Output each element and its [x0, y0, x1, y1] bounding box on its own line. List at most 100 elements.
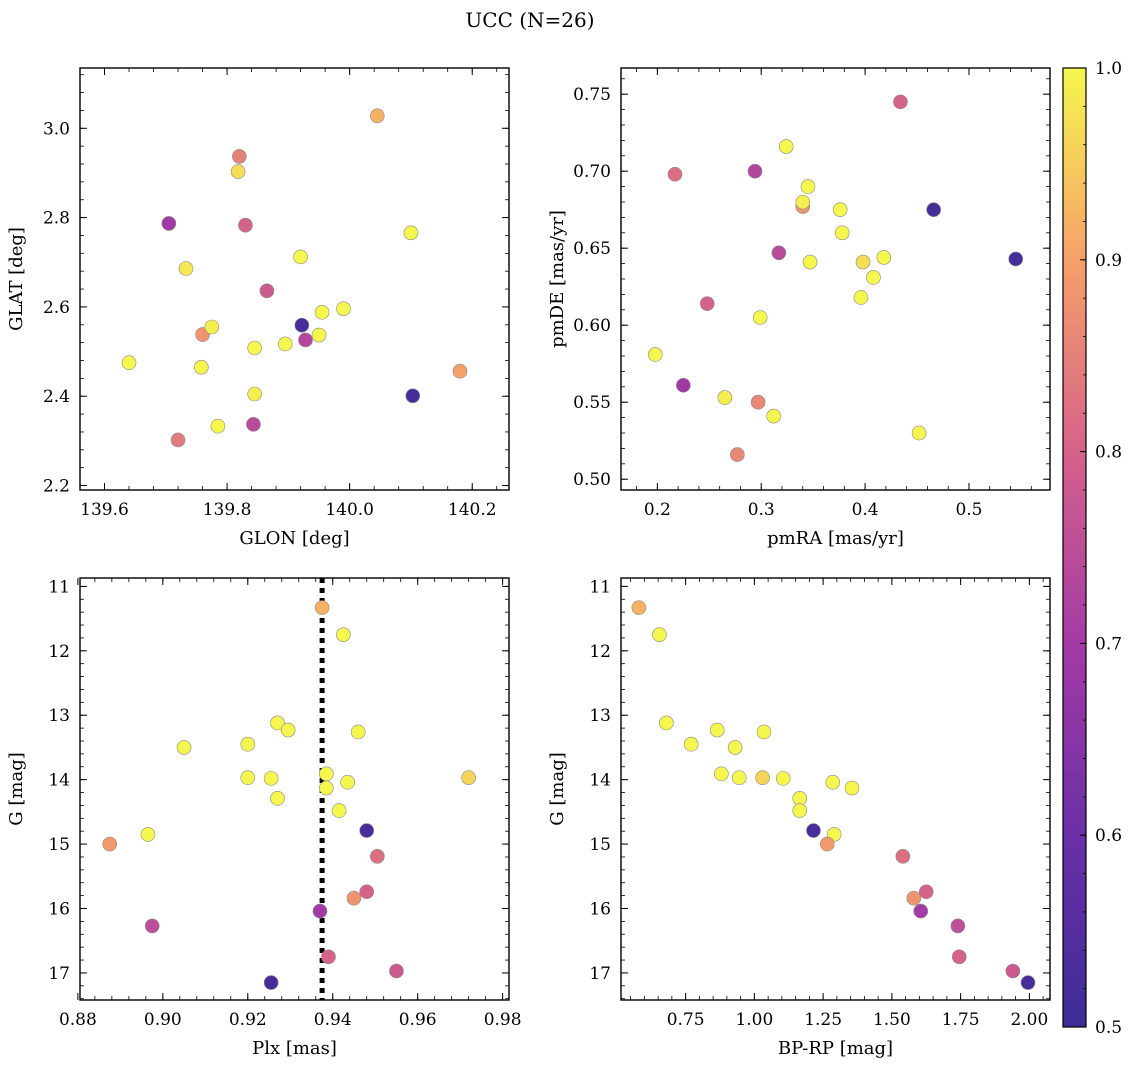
scatter-point — [340, 774, 355, 790]
colorbar-gradient — [1062, 67, 1087, 1028]
y-tick-label: 3.0 — [43, 119, 70, 139]
scatter-point — [263, 975, 279, 990]
scatter-point — [1020, 975, 1036, 990]
scatter-point — [321, 949, 336, 965]
scatter-panel: 0.75 1.00 1.25 1.50 1.75 2.00 11 12 13 14 15 16 17 BP… — [547, 577, 1051, 1059]
y-tick-label: 2.6 — [43, 298, 70, 318]
x-tick-label: 1.50 — [873, 1010, 911, 1030]
y-tick-label: 12 — [48, 642, 70, 662]
axes-frame — [620, 577, 1051, 1001]
scatter-point — [246, 417, 261, 432]
scatter-point — [403, 225, 419, 241]
scatter-point — [161, 216, 177, 231]
scatter-point — [676, 377, 691, 393]
scatter-point — [319, 766, 334, 782]
scatter-point — [178, 261, 194, 276]
scatter-point — [389, 963, 404, 979]
scatter-point — [853, 290, 869, 305]
scatter-point — [800, 179, 816, 194]
scatter-point — [709, 722, 725, 738]
scatter-point — [652, 627, 667, 642]
scatter-point — [771, 245, 787, 261]
scatter-point — [855, 254, 871, 270]
scatter-point — [1005, 963, 1021, 979]
scatter-point — [369, 108, 385, 124]
scatter-point — [795, 194, 811, 210]
scatter-point — [683, 736, 699, 752]
scatter-point — [778, 139, 794, 154]
y-tick-label: 0.65 — [573, 239, 611, 259]
scatter-point — [802, 254, 818, 270]
x-axis-label: GLON [deg] — [239, 528, 349, 549]
y-tick-label: 0.60 — [573, 316, 611, 336]
scatter-point — [230, 164, 246, 179]
scatter-point — [359, 884, 375, 900]
scatter-point — [913, 903, 929, 919]
colorbar: 0.5 0.6 0.7 0.8 0.9 1.0 — [1062, 59, 1122, 1038]
scatter-panel: 0.88 0.90 0.92 0.94 0.96 0.98 11 12 13 14 15 16 17 Pl… — [6, 577, 522, 1059]
scatter-point — [240, 736, 256, 752]
scatter-point — [819, 836, 835, 852]
x-tick-label: 0.88 — [59, 1010, 97, 1030]
scatter-point — [280, 722, 296, 738]
x-tick-label: 0.75 — [667, 1010, 705, 1030]
scatter-point — [750, 394, 766, 410]
scatter-point — [647, 347, 663, 362]
scatter-point — [918, 884, 934, 900]
x-tick-label: 140.0 — [325, 500, 374, 520]
x-axis-label: BP-RP [mag] — [778, 1038, 893, 1059]
scatter-point — [825, 774, 841, 790]
y-tick-label: 15 — [48, 835, 70, 855]
scatter-point — [756, 724, 772, 740]
x-tick-label: 0.92 — [229, 1010, 267, 1030]
y-tick-label: 16 — [48, 900, 70, 920]
x-tick-label: 0.96 — [399, 1010, 437, 1030]
scatter-point — [717, 390, 733, 405]
scatter-point — [461, 770, 476, 786]
scatter-point — [1008, 251, 1024, 267]
x-tick-label: 140.2 — [448, 500, 497, 520]
x-tick-label: 0.90 — [144, 1010, 182, 1030]
scatter-point — [238, 217, 253, 233]
scatter-point — [336, 301, 351, 316]
scatter-point — [792, 791, 808, 806]
scatter-point — [121, 355, 137, 371]
x-tick-label: 0.98 — [484, 1010, 522, 1030]
scatter-point — [452, 363, 468, 379]
scatter-point — [659, 715, 674, 731]
scatter-point — [312, 903, 328, 919]
x-tick-label: 2.00 — [1010, 1010, 1048, 1030]
scatter-panel: 0.2 0.3 0.4 0.5 0.50 0.55 0.60 0.65 0.70 0.75 pmRA… — [547, 67, 1051, 549]
scatter-point — [631, 600, 647, 615]
x-tick-label: 1.75 — [942, 1010, 980, 1030]
scatter-point — [844, 780, 860, 796]
axes-frame — [79, 577, 510, 1001]
scatter-point — [727, 740, 743, 755]
scatter-panel: 139.6 139.8 140.0 140.2 2.2 2.4 2.6 2.8 3.0 GLON … — [6, 67, 510, 549]
scatter-point — [876, 250, 892, 265]
y-tick-label: 16 — [589, 900, 611, 920]
y-tick-label: 2.8 — [43, 209, 70, 229]
y-tick-label: 14 — [589, 771, 611, 791]
x-tick-label: 0.4 — [852, 500, 879, 520]
scatter-point — [350, 724, 366, 740]
figure-title: UCC (N=26) — [465, 8, 594, 32]
scatter-point — [906, 890, 922, 906]
y-tick-label: 17 — [589, 964, 611, 984]
scatter-point — [263, 771, 279, 786]
y-tick-label: 15 — [589, 835, 611, 855]
scatter-point — [775, 771, 791, 786]
y-tick-label: 0.75 — [573, 85, 611, 105]
scatter-point — [102, 836, 118, 852]
y-tick-label: 14 — [48, 771, 70, 791]
scatter-point — [926, 202, 941, 217]
scatter-point — [950, 918, 966, 934]
scatter-point — [247, 340, 262, 356]
scatter-point — [405, 388, 421, 404]
scatter-point — [259, 283, 275, 299]
axes-frame — [79, 67, 510, 491]
scatter-point — [346, 890, 362, 906]
scatter-point — [144, 918, 160, 934]
y-tick-label: 11 — [48, 577, 70, 597]
scatter-point — [210, 418, 226, 434]
